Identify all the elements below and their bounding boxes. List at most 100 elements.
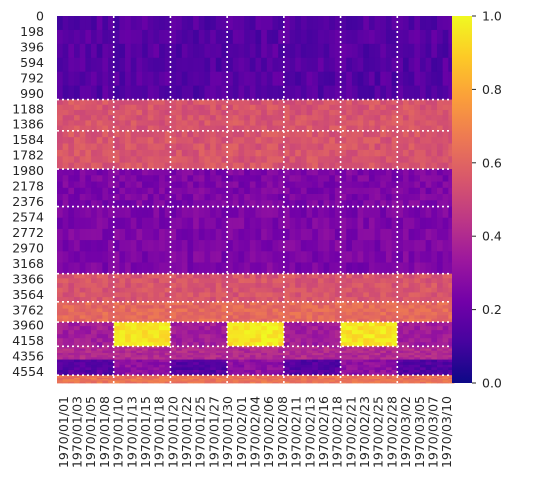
heatmap-cell <box>198 357 205 360</box>
y-tick-label: 1188 <box>12 101 44 116</box>
heatmap-cell <box>374 162 381 170</box>
heatmap-cell <box>374 262 381 275</box>
heatmap-cell <box>391 372 398 376</box>
heatmap-cell <box>346 240 353 252</box>
heatmap-cell <box>210 194 217 201</box>
heatmap-cell <box>295 149 302 157</box>
heatmap-cell <box>153 130 160 138</box>
heatmap-cell <box>221 350 228 354</box>
heatmap-cell <box>164 330 171 335</box>
heatmap-cell <box>102 364 109 368</box>
heatmap-cell <box>346 369 353 373</box>
heatmap-cell <box>317 143 324 151</box>
heatmap-cell <box>448 292 455 298</box>
heatmap-cell <box>227 162 234 170</box>
heatmap-cell <box>414 85 421 100</box>
heatmap-cell <box>187 200 194 207</box>
heatmap-cell <box>363 305 370 309</box>
heatmap-cell <box>312 130 319 138</box>
heatmap-cell <box>317 156 324 164</box>
heatmap-cell <box>238 292 245 298</box>
heatmap-cell <box>125 206 132 219</box>
heatmap-cell <box>215 240 222 252</box>
heatmap-cell <box>266 130 273 138</box>
heatmap-cell <box>74 352 81 356</box>
heatmap-cell <box>176 16 183 31</box>
heatmap-cell <box>96 338 103 343</box>
heatmap-cell <box>368 292 375 298</box>
heatmap-cell <box>85 125 92 132</box>
heatmap-cell <box>397 352 404 356</box>
heatmap-cell <box>346 149 353 157</box>
heatmap-cell <box>391 301 398 306</box>
heatmap-cell <box>317 149 324 157</box>
heatmap-cell <box>391 311 398 316</box>
heatmap-cell <box>397 162 404 170</box>
x-tick-label: 1970/02/04 <box>248 396 263 468</box>
heatmap-cell <box>334 308 341 313</box>
heatmap-cell <box>278 251 285 263</box>
heatmap-cell <box>227 262 234 275</box>
heatmap-cell <box>266 357 273 360</box>
heatmap-cell <box>351 355 358 358</box>
heatmap-cell <box>176 115 183 121</box>
heatmap-cell <box>255 262 262 275</box>
heatmap-cell <box>62 104 69 111</box>
heatmap-cell <box>363 240 370 252</box>
heatmap-cell <box>346 338 353 343</box>
heatmap-cell <box>221 273 228 279</box>
heatmap-cell <box>385 85 393 100</box>
heatmap-cell <box>329 362 336 366</box>
heatmap-cell <box>368 322 375 327</box>
heatmap-cell <box>136 104 143 111</box>
heatmap-cell <box>385 357 393 360</box>
heatmap-cell <box>306 292 313 298</box>
heatmap-cell <box>385 375 393 377</box>
heatmap-cell <box>261 200 268 207</box>
heatmap-cell <box>408 322 415 327</box>
y-tick-label: 2376 <box>12 194 44 209</box>
heatmap-cell <box>442 16 449 31</box>
heatmap-cell <box>244 369 251 373</box>
heatmap-cell <box>289 292 296 298</box>
heatmap-cell <box>79 318 86 323</box>
heatmap-cell <box>272 262 279 275</box>
heatmap-cell <box>159 206 166 219</box>
heatmap-cell <box>436 362 444 366</box>
heatmap-cell <box>159 99 166 106</box>
heatmap-cell <box>193 283 200 289</box>
heatmap-cell <box>125 156 132 164</box>
heatmap-cell <box>397 206 404 219</box>
heatmap-cell <box>108 156 115 164</box>
heatmap-cell <box>346 137 353 144</box>
heatmap-cell <box>425 375 432 377</box>
heatmap-cell <box>108 16 115 31</box>
heatmap-cell <box>142 308 149 313</box>
heatmap-cell <box>306 357 313 360</box>
heatmap-cell <box>380 326 387 331</box>
heatmap-cell <box>374 240 381 252</box>
heatmap-cell <box>391 71 398 87</box>
heatmap-cell <box>261 342 268 347</box>
heatmap-cell <box>215 292 222 298</box>
heatmap-cell <box>425 308 432 313</box>
heatmap-cell <box>272 334 279 339</box>
heatmap-cell <box>176 318 183 323</box>
heatmap-cell <box>153 305 160 309</box>
heatmap-cell <box>108 350 115 354</box>
heatmap-cell <box>85 367 92 371</box>
heatmap-cell <box>215 350 222 354</box>
heatmap-cell <box>408 338 415 343</box>
heatmap-cell <box>96 301 103 306</box>
heatmap-cell <box>164 322 171 327</box>
heatmap-cell <box>210 318 217 323</box>
heatmap-cell <box>431 240 438 252</box>
heatmap-cell <box>317 357 324 360</box>
heatmap-cell <box>238 57 245 73</box>
heatmap-cell <box>57 315 64 320</box>
y-tick-label: 2772 <box>12 225 44 240</box>
heatmap-cell <box>346 283 353 289</box>
heatmap-cell <box>164 175 171 182</box>
heatmap-cell <box>385 149 393 157</box>
heatmap-cell <box>181 57 188 73</box>
